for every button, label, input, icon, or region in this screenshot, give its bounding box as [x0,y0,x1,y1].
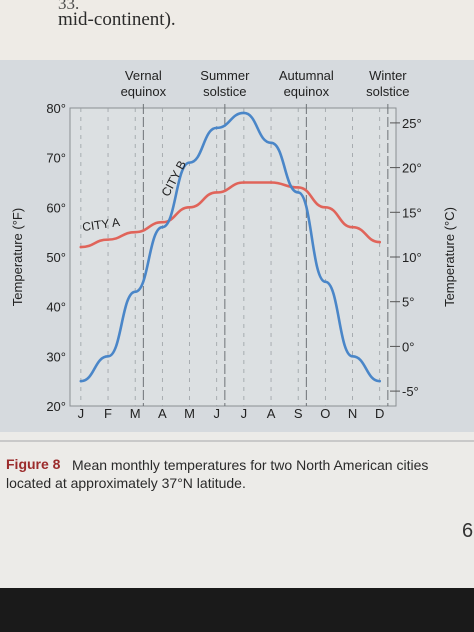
figure-caption-text: Mean monthly temperatures for two North … [6,457,429,491]
right-tick-label: 25° [402,116,422,131]
city-b-point [378,379,381,383]
left-tick-label: 50° [46,250,66,265]
season-marker-label-line2: equinox [284,84,330,99]
right-tick-label: 5° [402,295,414,310]
city-b-point [106,355,110,358]
city-a-point [134,230,137,234]
left-tick-label: 20° [46,399,66,414]
city-a-point [351,226,354,229]
month-tick-label: J [241,406,248,421]
season-marker-label-line1: Summer [200,68,250,83]
city-b-point [161,226,164,229]
month-tick-label: A [158,406,167,421]
month-tick-label: S [294,406,303,421]
question-number: 33. [58,0,80,13]
right-tick-label: 0° [402,339,414,354]
city-a-point [242,181,246,184]
right-tick-label: 10° [402,250,422,265]
month-tick-label: J [78,406,85,421]
city-b-point [188,161,191,164]
right-tick-label: 20° [402,161,422,176]
city-a-label: CITY A [81,215,120,234]
page-top: 33. mid-continent). [0,0,474,60]
city-b-point [324,280,327,284]
left-tick-label: 30° [46,349,66,364]
season-marker-label-line2: equinox [121,84,167,99]
city-a-point [378,240,381,244]
month-tick-label: F [104,406,112,421]
city-b-point [242,111,246,115]
right-tick-label: -5° [402,384,419,399]
city-a-point [297,186,300,189]
city-b-point [215,126,218,130]
left-tick-label: 80° [46,101,66,116]
city-b-point [79,379,83,383]
month-tick-label: N [348,406,357,421]
temperature-chart: VernalequinoxSummersolsticeAutumnalequin… [10,68,457,421]
city-a-point [161,221,164,224]
left-tick-label: 40° [46,300,66,315]
dark-bottom-edge [0,588,474,632]
right-axis-title: Temperature (°C) [442,207,457,307]
city-a-point [215,191,218,194]
month-tick-label: O [320,406,330,421]
city-a-point [324,206,327,209]
season-markers: VernalequinoxSummersolsticeAutumnalequin… [121,68,410,406]
plot-background [69,107,397,407]
city-a-point [188,206,191,209]
plot-area [69,107,397,407]
city-b-point [351,355,354,358]
caption-divider [0,440,474,442]
figure-caption-label: Figure 8 [6,456,61,472]
season-marker-label-line2: solstice [203,84,246,99]
series-lines [79,111,381,383]
right-tick-label: 15° [402,205,422,220]
city-a-point [269,181,273,184]
month-tick-label: M [130,406,141,421]
city-b-point [297,191,300,194]
month-tick-label: M [184,406,195,421]
left-tick-label: 60° [46,200,66,215]
month-tick-label: A [267,406,276,421]
right-axis: 25° 20° 15° 10° 5° 0° -5° Temperature (°C) [390,116,457,399]
month-tick-label: J [213,406,220,421]
season-marker-label-line1: Winter [369,68,407,83]
left-tick-label: 70° [46,151,66,166]
question-text: mid-continent). [58,9,176,30]
city-a-point [106,238,110,241]
page-edge-text: 6 [462,520,474,542]
city-a-line [79,181,381,249]
season-marker-label-line1: Vernal [125,68,162,83]
left-axis-title: Temperature (°F) [10,208,25,306]
city-b-point [269,141,273,144]
city-a-point [79,245,83,249]
city-b-point [134,290,137,293]
season-marker-label-line2: solstice [366,84,409,99]
city-b-line [79,111,381,383]
month-tick-label: D [375,406,384,421]
left-axis: 80° 70° 60° 50° 40° 30° 20° Temperature (°F) [10,101,66,414]
season-marker-label-line1: Autumnal [279,68,334,83]
